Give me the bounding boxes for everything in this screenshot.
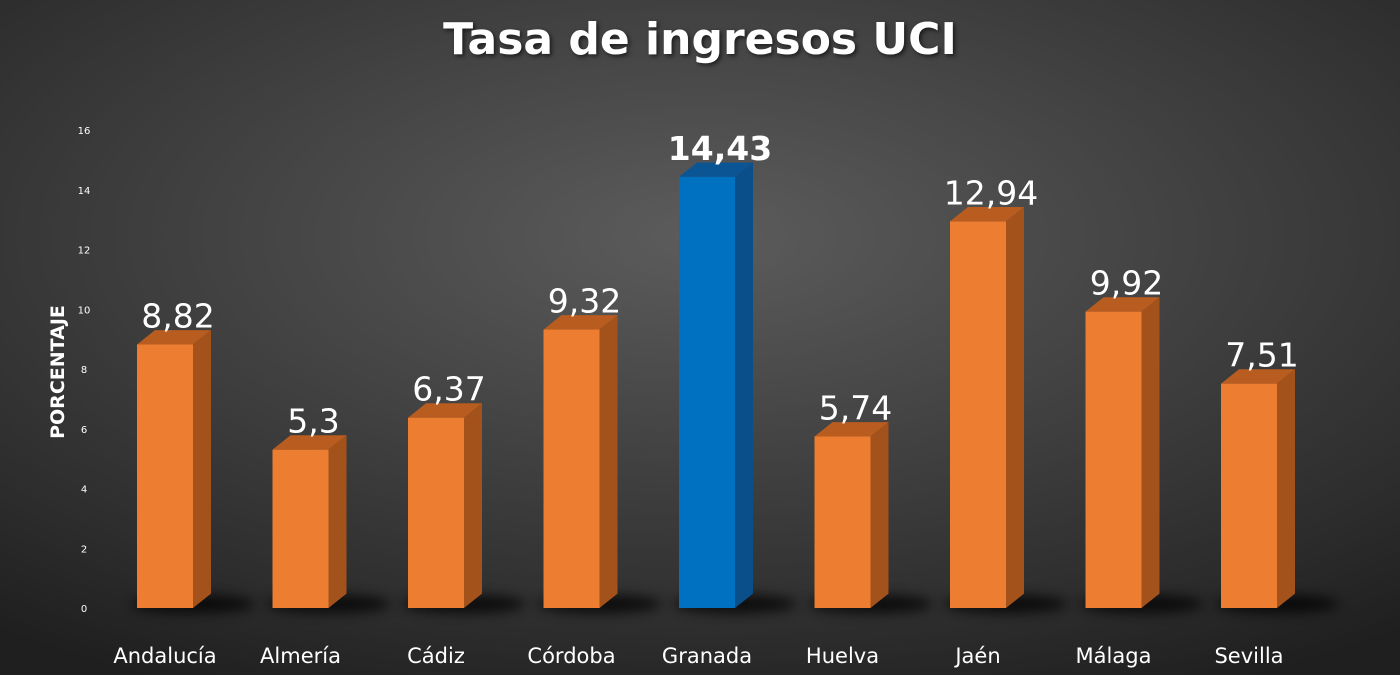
x-category-label: Granada	[662, 644, 752, 668]
y-tick-label: 2	[81, 544, 87, 555]
y-tick-label: 6	[81, 425, 87, 436]
y-tick-label: 16	[78, 126, 91, 137]
bar-top-face	[679, 162, 753, 177]
x-category-label: Málaga	[1076, 644, 1152, 668]
bar-top-face	[543, 315, 618, 330]
bar-side-face	[328, 435, 347, 608]
bar-side-face	[1141, 297, 1160, 608]
y-tick-label: 0	[81, 604, 87, 615]
bar	[1085, 311, 1142, 608]
y-axis-ticks: 0 2 4 6 8 10 12 14 16	[78, 126, 91, 615]
bar	[272, 449, 329, 608]
x-category-label: Cádiz	[407, 644, 465, 668]
bar-top-face	[950, 207, 1024, 222]
bar	[950, 221, 1006, 609]
bar-granada-highlight	[679, 176, 735, 608]
y-tick-label: 8	[81, 365, 87, 376]
data-label: 5,74	[819, 389, 892, 428]
bar-side-face	[1006, 207, 1024, 608]
data-label: 8,82	[141, 297, 214, 336]
bar-side-face	[193, 330, 211, 608]
bar-top-face	[1221, 369, 1295, 384]
bar-side-face	[1277, 369, 1295, 608]
data-label: 14,43	[668, 129, 772, 168]
bar-top-face	[1085, 297, 1160, 312]
bar-top-face	[408, 403, 482, 418]
x-category-label: Córdoba	[527, 644, 615, 668]
bar-side-face	[464, 403, 482, 608]
x-category-label: Jaén	[953, 644, 1000, 668]
bar	[137, 344, 193, 608]
x-category-label: Huelva	[806, 644, 879, 668]
data-label: 7,51	[1225, 336, 1298, 375]
y-tick-label: 12	[78, 246, 91, 257]
bar	[543, 329, 600, 608]
y-tick-label: 14	[78, 186, 91, 197]
bar-side-face	[599, 315, 618, 608]
data-label: 9,32	[548, 282, 621, 321]
bar-top-face	[137, 330, 211, 345]
y-tick-label: 10	[78, 305, 91, 316]
data-label: 12,94	[944, 173, 1038, 212]
bar	[814, 436, 871, 608]
data-label: 5,3	[287, 402, 339, 441]
x-axis-categories: Andalucía Almería Cádiz Córdoba Granada Huelv…	[113, 644, 1283, 668]
x-category-label: Almería	[260, 644, 341, 668]
bar-side-face	[735, 162, 753, 608]
bar-side-face	[870, 422, 889, 608]
x-category-label: Sevilla	[1214, 644, 1283, 668]
bar	[408, 417, 464, 608]
bars-group	[137, 162, 1295, 609]
y-tick-label: 4	[81, 485, 87, 496]
data-labels: 8,82 5,3 6,37 9,32 14,43 5,74 12,94 9,92 7,51	[141, 129, 1298, 441]
bar-top-face	[272, 435, 347, 450]
data-label: 6,37	[412, 370, 485, 409]
chart-title: Tasa de ingresos UCI	[443, 14, 957, 65]
bar	[1221, 383, 1277, 608]
x-category-label: Andalucía	[113, 644, 216, 668]
bar-top-face	[814, 422, 889, 437]
data-label: 9,92	[1090, 264, 1163, 303]
